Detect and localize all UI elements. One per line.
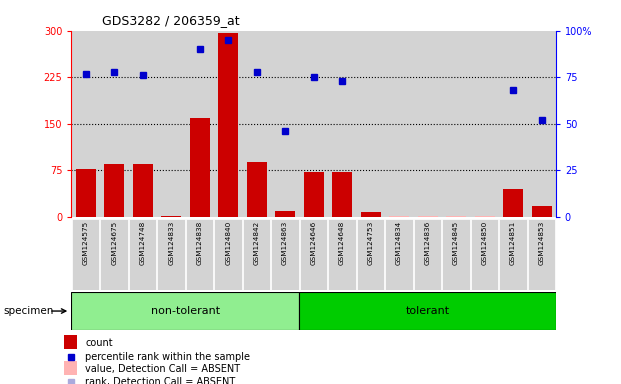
Text: GSM124833: GSM124833 — [168, 221, 174, 265]
Text: tolerant: tolerant — [406, 306, 450, 316]
Text: GSM124753: GSM124753 — [368, 221, 374, 265]
Bar — [474, 216, 494, 217]
Bar — [161, 216, 181, 217]
Text: GSM124853: GSM124853 — [538, 221, 545, 265]
Bar — [503, 189, 523, 217]
Bar — [414, 219, 442, 290]
Bar — [417, 216, 438, 217]
Bar — [133, 164, 153, 217]
Bar — [218, 33, 238, 217]
Bar — [386, 219, 413, 290]
Text: GDS3282 / 206359_at: GDS3282 / 206359_at — [102, 14, 240, 27]
Bar — [275, 211, 295, 217]
Text: GSM124842: GSM124842 — [253, 221, 260, 265]
Bar — [247, 162, 266, 217]
Text: GSM124575: GSM124575 — [83, 221, 89, 265]
Bar — [300, 219, 327, 290]
Text: GSM124840: GSM124840 — [225, 221, 231, 265]
Text: GSM124845: GSM124845 — [453, 221, 459, 265]
Text: rank, Detection Call = ABSENT: rank, Detection Call = ABSENT — [85, 376, 235, 384]
Text: GSM124834: GSM124834 — [396, 221, 402, 265]
Bar — [243, 219, 270, 290]
Bar — [129, 219, 156, 290]
Text: non-tolerant: non-tolerant — [151, 306, 220, 316]
Text: GSM124836: GSM124836 — [425, 221, 430, 265]
Bar — [361, 212, 381, 217]
Bar — [329, 219, 356, 290]
Bar — [389, 216, 409, 217]
Bar — [332, 172, 352, 217]
Bar — [214, 219, 242, 290]
Bar — [446, 216, 466, 217]
Bar — [299, 292, 556, 330]
Bar — [71, 292, 299, 330]
Bar — [65, 361, 78, 375]
Text: GSM124675: GSM124675 — [111, 221, 117, 265]
Bar — [442, 219, 469, 290]
Bar — [72, 219, 99, 290]
Bar — [65, 335, 78, 349]
Bar — [186, 219, 213, 290]
Text: value, Detection Call = ABSENT: value, Detection Call = ABSENT — [85, 364, 240, 374]
Bar — [499, 219, 527, 290]
Text: GSM124851: GSM124851 — [510, 221, 516, 265]
Bar — [158, 219, 185, 290]
Text: GSM124838: GSM124838 — [197, 221, 202, 265]
Bar — [304, 172, 324, 217]
Bar — [528, 219, 555, 290]
Bar — [76, 169, 96, 217]
Text: GSM124850: GSM124850 — [481, 221, 487, 265]
Text: GSM124646: GSM124646 — [310, 221, 317, 265]
Text: GSM124748: GSM124748 — [140, 221, 146, 265]
Bar — [357, 219, 384, 290]
Text: specimen: specimen — [3, 306, 53, 316]
Bar — [101, 219, 128, 290]
Bar — [471, 219, 498, 290]
Bar — [271, 219, 299, 290]
Text: count: count — [85, 338, 113, 348]
Text: GSM124648: GSM124648 — [339, 221, 345, 265]
Bar — [532, 206, 551, 217]
Bar — [189, 118, 210, 217]
Text: percentile rank within the sample: percentile rank within the sample — [85, 351, 250, 362]
Text: GSM124863: GSM124863 — [282, 221, 288, 265]
Bar — [104, 164, 124, 217]
